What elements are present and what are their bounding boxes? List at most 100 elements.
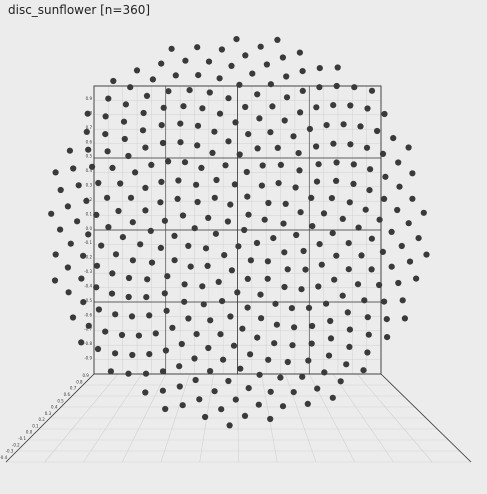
data-point [231, 181, 238, 188]
y-tick-label: 0.9 [86, 96, 93, 101]
data-point [202, 245, 210, 252]
data-point [158, 122, 165, 129]
data-point [265, 356, 272, 363]
data-point [144, 276, 151, 283]
data-point [178, 340, 185, 348]
data-point [316, 241, 323, 248]
data-point [83, 128, 90, 135]
data-point [227, 313, 234, 320]
data-point [376, 216, 383, 223]
data-point [361, 297, 368, 304]
data-point [174, 195, 181, 202]
depth-tick-label: 0.7 [70, 386, 77, 391]
data-point [225, 377, 232, 385]
data-point [283, 94, 291, 101]
data-point [346, 343, 353, 350]
data-point [245, 211, 252, 218]
data-point [219, 298, 226, 305]
data-point [247, 257, 254, 264]
data-point [105, 95, 112, 102]
data-point [279, 403, 287, 410]
data-point [376, 281, 383, 289]
data-point [146, 351, 153, 358]
data-point [205, 214, 212, 221]
y-tick-label: -0.2 [84, 255, 92, 260]
data-point [367, 166, 374, 173]
data-point [133, 67, 141, 74]
data-point [157, 244, 164, 251]
data-point [381, 110, 388, 118]
data-point [289, 342, 296, 349]
data-point [125, 370, 132, 377]
data-point [139, 127, 147, 134]
data-point [308, 340, 315, 347]
data-point [379, 150, 387, 157]
data-point [277, 161, 284, 168]
y-tick-label: -0.5 [84, 298, 92, 303]
data-point [228, 62, 235, 69]
depth-tick-label: -0.1 [18, 436, 26, 441]
data-point [57, 186, 64, 194]
data-point [143, 294, 150, 301]
data-point [261, 216, 268, 223]
data-point [318, 261, 325, 268]
plot-frame [93, 85, 382, 375]
data-point [161, 290, 168, 297]
data-point [104, 194, 111, 201]
data-point [218, 406, 225, 413]
data-point [64, 264, 71, 271]
depth-tick-label: -0.3 [6, 449, 14, 454]
data-point [205, 58, 213, 65]
data-point [142, 207, 149, 214]
data-point [321, 369, 328, 376]
data-point [333, 159, 340, 166]
data-point [112, 350, 119, 357]
data-point [409, 170, 416, 177]
data-point [69, 314, 77, 321]
data-point [164, 273, 171, 280]
data-point [364, 314, 371, 321]
y-tick-label: -0.1 [84, 240, 92, 245]
data-point [291, 324, 298, 331]
data-point [80, 299, 87, 306]
data-point [242, 103, 249, 111]
data-point [300, 247, 307, 255]
data-point [274, 144, 281, 151]
data-point [328, 195, 335, 202]
data-point [182, 57, 189, 64]
data-point [296, 167, 303, 174]
data-point [195, 72, 202, 79]
data-point [345, 266, 352, 273]
data-point [295, 150, 302, 157]
data-point [236, 151, 243, 158]
depth-tick-label: 0.1 [32, 423, 39, 428]
data-point [360, 367, 367, 374]
data-point [362, 206, 369, 213]
data-point [395, 279, 402, 287]
data-point [257, 291, 264, 298]
data-point [83, 197, 90, 204]
data-point [125, 152, 132, 160]
data-point [283, 73, 290, 80]
data-point [216, 75, 223, 82]
data-point [316, 65, 323, 72]
data-point [93, 262, 101, 269]
data-point [258, 315, 265, 322]
data-point [329, 394, 336, 401]
data-point [241, 226, 248, 234]
data-point [224, 218, 231, 225]
data-point [272, 300, 279, 307]
floor-grid [5, 373, 472, 463]
floor-edge-right [380, 373, 472, 463]
data-point [64, 203, 71, 210]
data-point [95, 179, 102, 187]
data-point [226, 422, 233, 429]
data-point [280, 220, 287, 227]
data-point [323, 122, 330, 129]
data-point [89, 163, 96, 170]
data-point [129, 219, 136, 226]
data-point [191, 225, 198, 232]
data-point [169, 324, 176, 331]
data-point [364, 349, 371, 356]
data-point [249, 70, 256, 77]
